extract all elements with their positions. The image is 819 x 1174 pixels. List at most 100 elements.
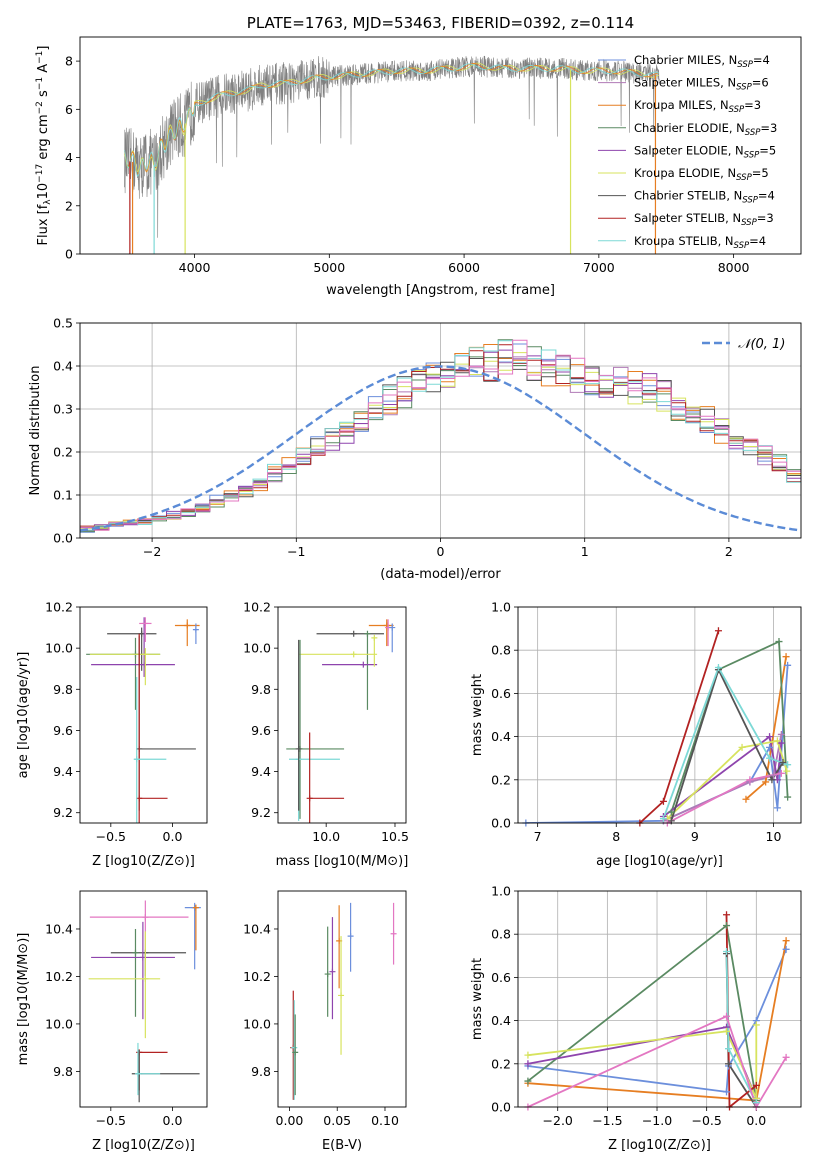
y-axis-label: mass weight <box>470 674 485 756</box>
y-tick-label: 9.8 <box>53 682 73 697</box>
data-spectrum-line <box>124 55 660 238</box>
legend-label-main: Salpeter ELODIE, N <box>634 143 744 157</box>
y-tick-label: 9.2 <box>251 805 271 820</box>
legend-label: Chabrier MILES, NSSP=4 <box>634 53 770 70</box>
x-tick-label: −1 <box>287 544 305 559</box>
panel-residual_histogram: −2 −1 0 1 2 0.0 0.1 0.2 0.3 0.4 0.5 <box>53 316 802 559</box>
x-tick-label: 0 <box>437 544 445 559</box>
legend-label-eq: =4 <box>753 53 770 67</box>
x-tick-label: −2.0 <box>543 1113 573 1128</box>
data-point-marker <box>142 620 149 627</box>
histogram-kroupa_stelib <box>80 340 801 531</box>
y-tick-label: 0.1 <box>53 488 73 503</box>
model-spectrum-kroupa_stelib <box>124 63 660 177</box>
y-axis-label: mass weight <box>470 958 485 1040</box>
axes-frame <box>79 606 208 824</box>
series-marker <box>723 911 731 919</box>
x-tick-label: −0.5 <box>96 1113 126 1128</box>
legend-label-main: Chabrier STELIB, N <box>634 189 742 203</box>
data-point-marker <box>142 651 149 658</box>
legend-label: Chabrier STELIB, NSSP=4 <box>634 189 775 206</box>
series-marker <box>782 937 790 945</box>
y-tick-label: 0.6 <box>491 686 511 701</box>
y-axis-label: Flux [fλ10−17 erg cm−2 s−1 A−1] <box>35 46 53 246</box>
y-tick-label: 10.0 <box>45 641 73 656</box>
x-tick-label: −2 <box>143 544 161 559</box>
x-axis-label: Z [log10(Z/Z⊙)] <box>92 1138 195 1153</box>
data-point-marker <box>134 1070 141 1077</box>
series-marker <box>742 795 750 803</box>
histogram-salpeter_stelib <box>80 344 801 531</box>
series-marker <box>782 653 790 661</box>
y-tick-label: 9.8 <box>53 1064 73 1079</box>
x-tick-label: 0.10 <box>371 1113 399 1128</box>
series-line-kroupa_elodie <box>666 739 788 820</box>
y-tick-label: 2 <box>65 198 73 213</box>
series-marker <box>777 730 785 738</box>
x-axis-label: wavelength [Angstrom, rest frame] <box>326 283 555 298</box>
data-point-marker <box>141 661 148 668</box>
panel-mass_weight_vs_age: 7 8 9 10 0.0 0.2 0.4 0.6 0.8 1.0 <box>491 600 802 844</box>
series-marker <box>768 776 776 784</box>
y-axis-label-part: 10 <box>36 183 51 200</box>
series-marker <box>777 739 785 747</box>
legend-label: Salpeter MILES, NSSP=6 <box>634 76 769 93</box>
series-marker <box>784 661 792 669</box>
y-axis-label-part: A <box>36 64 51 77</box>
y-axis-label-part: −2 <box>35 101 45 114</box>
x-tick-label: 1 <box>581 544 589 559</box>
legend-label-sub: SSP <box>729 105 745 115</box>
legend-label-sub: SSP <box>744 150 760 160</box>
x-tick-label: 4000 <box>179 260 211 275</box>
series-marker <box>723 922 731 930</box>
panel-mass_weight_vs_Z: −2.0 −1.5 −1.0 −0.5 0.0 0.0 0.2 0.4 0.6 0.8 1.0 <box>491 884 802 1128</box>
x-tick-label: −1.5 <box>592 1113 622 1128</box>
legend-label-sub: SSP <box>745 128 761 138</box>
y-tick-label: 0 <box>65 247 73 262</box>
legend-label-main: Chabrier MILES, N <box>634 53 737 67</box>
y-tick-label: 1.0 <box>491 884 511 899</box>
series-line-pink <box>527 1015 787 1107</box>
axes-frame <box>277 606 407 824</box>
data-point-marker <box>371 634 378 641</box>
data-point-marker <box>192 904 199 911</box>
series-marker <box>783 767 791 775</box>
panel-mass_vs_EBV: 0.00 0.05 0.10 9.8 10.0 10.2 10.4 <box>243 890 407 1128</box>
series-marker <box>762 778 770 786</box>
y-axis-label: age [log10(age/yr)] <box>16 652 31 779</box>
x-tick-label: 0.05 <box>323 1113 351 1128</box>
x-tick-label: 8 <box>612 829 620 844</box>
x-axis-label: mass [log10(M/M⊙)] <box>276 854 409 869</box>
y-axis-label: Normed distribution <box>28 366 43 496</box>
data-point-marker <box>324 971 331 978</box>
plot-area-residual_histogram <box>80 339 801 533</box>
series-line-kroupa_elodie <box>527 1024 758 1099</box>
series-marker <box>659 815 667 823</box>
legend-label-sub: SSP <box>736 173 752 183</box>
series-marker <box>723 947 731 955</box>
series-marker <box>773 804 781 812</box>
y-tick-label: 10.2 <box>45 969 73 984</box>
series-marker <box>723 1012 731 1020</box>
y-axis-label-part: Flux [f <box>36 204 51 245</box>
plot-area-mass_vs_Z <box>88 900 201 1103</box>
series-marker <box>524 1060 532 1068</box>
data-point-marker <box>295 745 302 752</box>
x-axis-label: age [log10(age/yr)] <box>596 854 723 869</box>
legend-label-sub: SSP <box>741 218 757 228</box>
series-line-chabrier_elodie <box>670 640 789 813</box>
y-tick-label: 0.0 <box>53 531 73 546</box>
x-axis-label: Z [log10(Z/Z⊙)] <box>92 854 195 869</box>
legend-label-main: Kroupa MILES, N <box>634 98 729 112</box>
y-axis-label-part: ] <box>36 46 51 51</box>
y-axis-label-part: −17 <box>35 164 45 183</box>
series-marker <box>725 1045 733 1053</box>
data-point-marker <box>390 930 397 937</box>
legend-label-eq: =5 <box>759 143 776 157</box>
y-tick-label: 9.4 <box>53 764 73 779</box>
x-tick-label: 2 <box>725 544 733 559</box>
y-tick-label: 0.5 <box>53 316 73 331</box>
y-tick-label: 10.2 <box>243 969 271 984</box>
x-tick-label: 10.5 <box>381 829 409 844</box>
x-tick-label: 9 <box>691 829 699 844</box>
